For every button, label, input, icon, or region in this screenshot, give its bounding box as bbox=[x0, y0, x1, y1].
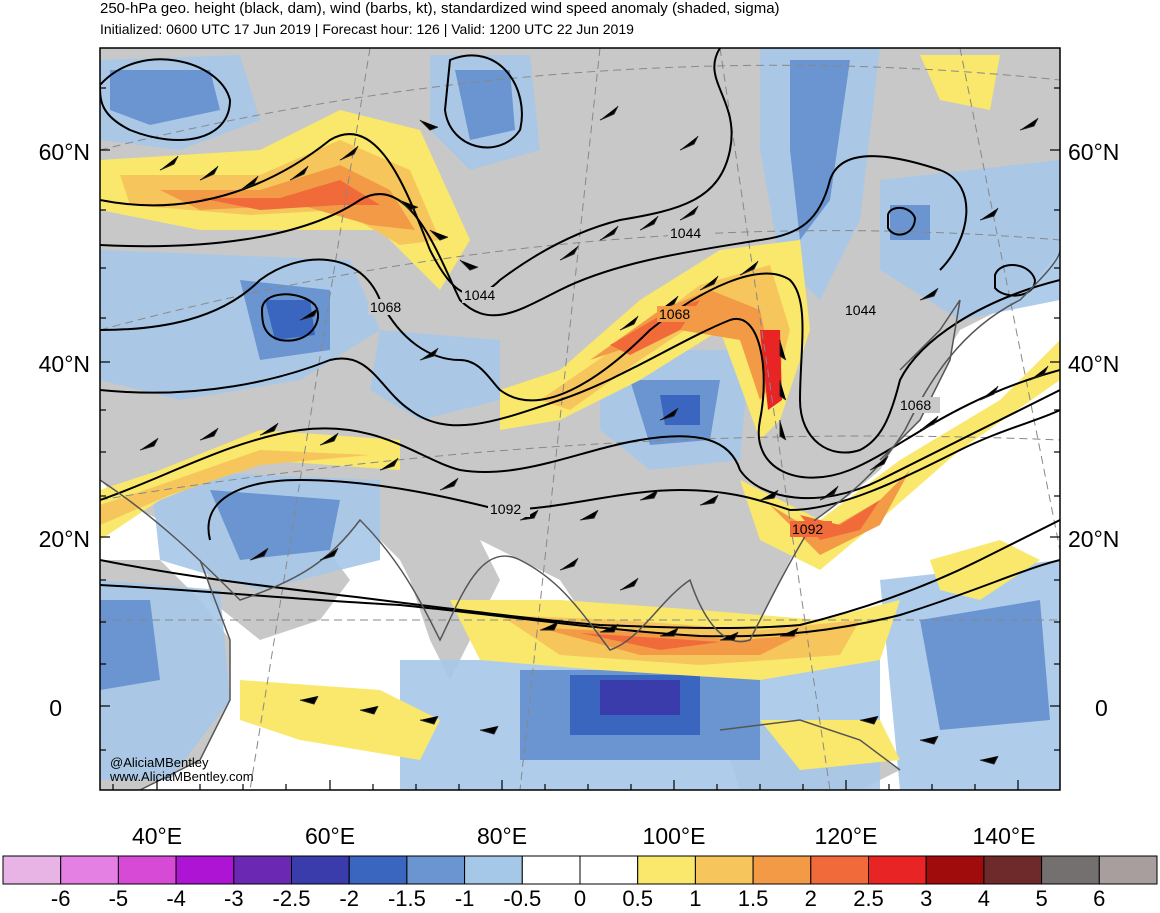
lat-label: 60°N bbox=[39, 139, 90, 165]
contour-label: 1044 bbox=[464, 287, 495, 303]
colorbar-swatch bbox=[521, 855, 581, 885]
colorbar-swatch bbox=[175, 855, 235, 885]
lon-labels: 40°E 60°E 80°E 100°E 120°E 140°E bbox=[132, 823, 1036, 849]
lon-label: 60°E bbox=[305, 823, 355, 849]
colorbar-swatch bbox=[1041, 855, 1100, 885]
colorbar-label: -2.5 bbox=[273, 886, 311, 911]
negative-anomaly-shading bbox=[100, 48, 1060, 790]
credit-handle: @AliciaMBentley bbox=[110, 755, 209, 770]
colorbar-label: -1 bbox=[455, 886, 475, 911]
colorbar-swatch bbox=[2, 855, 62, 885]
colorbar-swatch bbox=[233, 855, 293, 885]
lon-label: 80°E bbox=[477, 823, 527, 849]
japan-land bbox=[880, 300, 960, 460]
colorbar-label: 1.5 bbox=[738, 886, 769, 911]
colorbar-label: 1 bbox=[689, 886, 701, 911]
lon-label: 140°E bbox=[973, 823, 1036, 849]
lon-label: 40°E bbox=[132, 823, 182, 849]
tick-marks bbox=[100, 87, 1060, 790]
colorbar-label: 0 bbox=[574, 886, 586, 911]
lat-label: 0 bbox=[1095, 695, 1108, 721]
lat-labels-left: 60°N 40°N 20°N 0 bbox=[39, 139, 90, 721]
colorbar-swatch bbox=[637, 855, 696, 885]
colorbar-label: -1.5 bbox=[388, 886, 426, 911]
lon-label: 100°E bbox=[643, 823, 706, 849]
lat-label: 20°N bbox=[39, 526, 90, 552]
map-field: 1044 1044 1044 1068 1068 1068 1092 1092 … bbox=[100, 48, 1060, 790]
colorbar-label: 5 bbox=[1035, 886, 1047, 911]
map-subtitle: Initialized: 0600 UTC 17 Jun 2019 | Fore… bbox=[100, 21, 634, 37]
contour-label: 1068 bbox=[370, 299, 401, 315]
lat-label: 40°N bbox=[39, 351, 90, 377]
lat-label: 0 bbox=[49, 695, 62, 721]
contour-label: 1044 bbox=[670, 225, 701, 241]
coastlines bbox=[100, 249, 1060, 790]
colorbar-label: -5 bbox=[109, 886, 129, 911]
colorbar-swatch bbox=[406, 855, 466, 885]
colorbar-label: 3 bbox=[920, 886, 932, 911]
colorbar-swatch bbox=[579, 855, 639, 885]
colorbar-swatch bbox=[117, 855, 177, 885]
colorbar-label: -0.5 bbox=[503, 886, 541, 911]
colorbar-swatch bbox=[348, 855, 408, 885]
lat-label: 20°N bbox=[1068, 526, 1119, 552]
wind-barbs bbox=[139, 105, 1049, 765]
colorbar-swatch bbox=[464, 855, 523, 885]
colorbar-swatch bbox=[694, 855, 754, 885]
colorbar-labels: -6 -5 -4 -3 -2.5 -2 -1.5 -1 -0.5 0 0.5 1 1.5 2 2.5 3 4 5 6 bbox=[51, 886, 1106, 911]
contour-label: 1044 bbox=[845, 302, 876, 318]
lat-label: 40°N bbox=[1068, 351, 1119, 377]
colorbar-label: 4 bbox=[978, 886, 990, 911]
map-title: 250-hPa geo. height (black, dam), wind (… bbox=[100, 0, 780, 17]
colorbar-swatch bbox=[752, 855, 812, 885]
colorbar-swatch bbox=[983, 855, 1043, 885]
colorbar-label: -4 bbox=[166, 886, 186, 911]
colorbar-swatch bbox=[868, 855, 927, 885]
colorbar-swatch bbox=[1098, 855, 1158, 885]
credit-url: www.AliciaMBentley.com bbox=[109, 769, 254, 784]
colorbar-label: 0.5 bbox=[622, 886, 653, 911]
lon-label: 120°E bbox=[815, 823, 878, 849]
colorbar-swatch bbox=[810, 855, 869, 885]
colorbar-swatch bbox=[60, 855, 119, 885]
colorbar-label: 2 bbox=[805, 886, 817, 911]
colorbar-label: 2.5 bbox=[853, 886, 884, 911]
colorbar-swatch bbox=[291, 855, 350, 885]
height-contours bbox=[100, 48, 1060, 638]
contour-label: 1092 bbox=[792, 521, 823, 537]
contour-label: 1068 bbox=[900, 397, 931, 413]
plot-frame bbox=[99, 47, 1061, 791]
colorbar-label: -2 bbox=[339, 886, 359, 911]
contour-label: 1068 bbox=[659, 306, 690, 322]
contour-labels: 1044 1044 1044 1068 1068 1068 1092 1092 bbox=[368, 225, 940, 537]
colorbar-label: -6 bbox=[51, 886, 71, 911]
colorbar-swatch bbox=[925, 855, 985, 885]
lat-labels-right: 60°N 40°N 20°N 0 bbox=[1068, 139, 1119, 721]
colorbar bbox=[2, 855, 1158, 885]
colorbar-label: -3 bbox=[224, 886, 244, 911]
positive-anomaly-shading bbox=[100, 55, 1060, 770]
colorbar-label: 6 bbox=[1093, 886, 1105, 911]
lat-label: 60°N bbox=[1068, 139, 1119, 165]
contour-label: 1092 bbox=[490, 501, 521, 517]
